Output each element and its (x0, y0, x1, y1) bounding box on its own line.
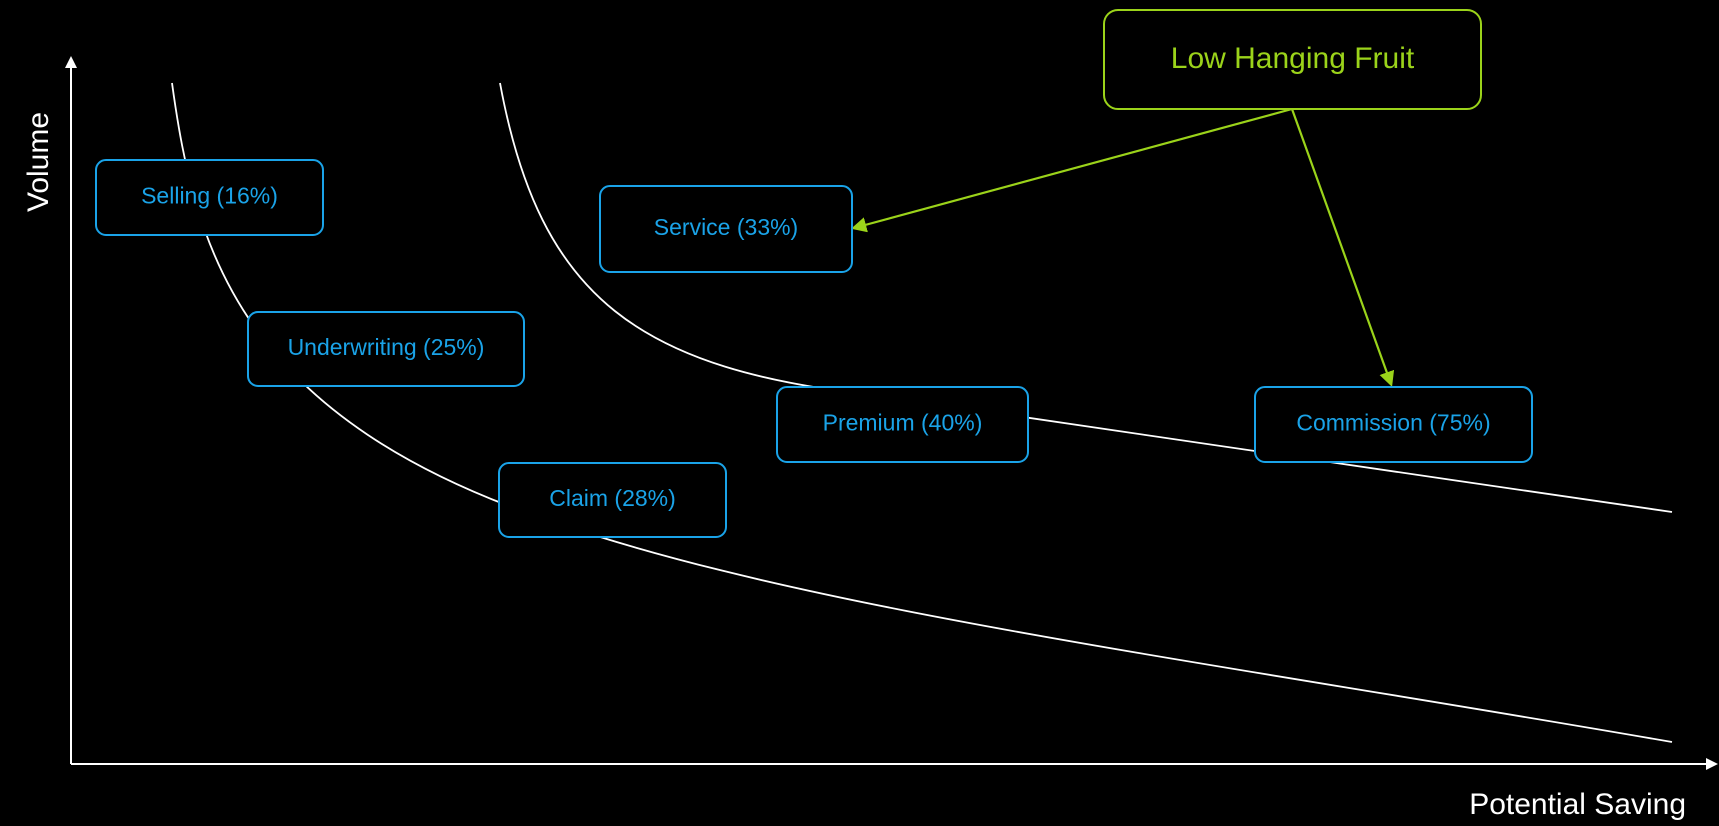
callout-label: Low Hanging Fruit (1171, 42, 1415, 75)
box-premium-label: Premium (40%) (823, 410, 983, 436)
box-claim-label: Claim (28%) (549, 485, 676, 511)
box-underwriting-label: Underwriting (25%) (288, 334, 485, 360)
box-service: Service (33%) (599, 185, 853, 273)
callout-arrow-to-service (851, 107, 1293, 233)
box-selling: Selling (16%) (95, 159, 324, 236)
y-axis-label: Volume (22, 112, 55, 212)
box-commission: Commission (75%) (1254, 386, 1533, 463)
lower-curve (171, 82, 1673, 743)
x-axis-label: Potential Saving (1469, 788, 1686, 821)
box-underwriting: Underwriting (25%) (247, 311, 525, 387)
box-selling-label: Selling (16%) (141, 183, 278, 209)
callout-arrow-to-commission (1290, 108, 1395, 387)
box-premium: Premium (40%) (776, 386, 1029, 463)
box-claim: Claim (28%) (498, 462, 727, 538)
callout-low-hanging-fruit: Low Hanging Fruit (1103, 9, 1482, 110)
box-commission-label: Commission (75%) (1296, 410, 1490, 436)
box-service-label: Service (33%) (654, 214, 798, 240)
